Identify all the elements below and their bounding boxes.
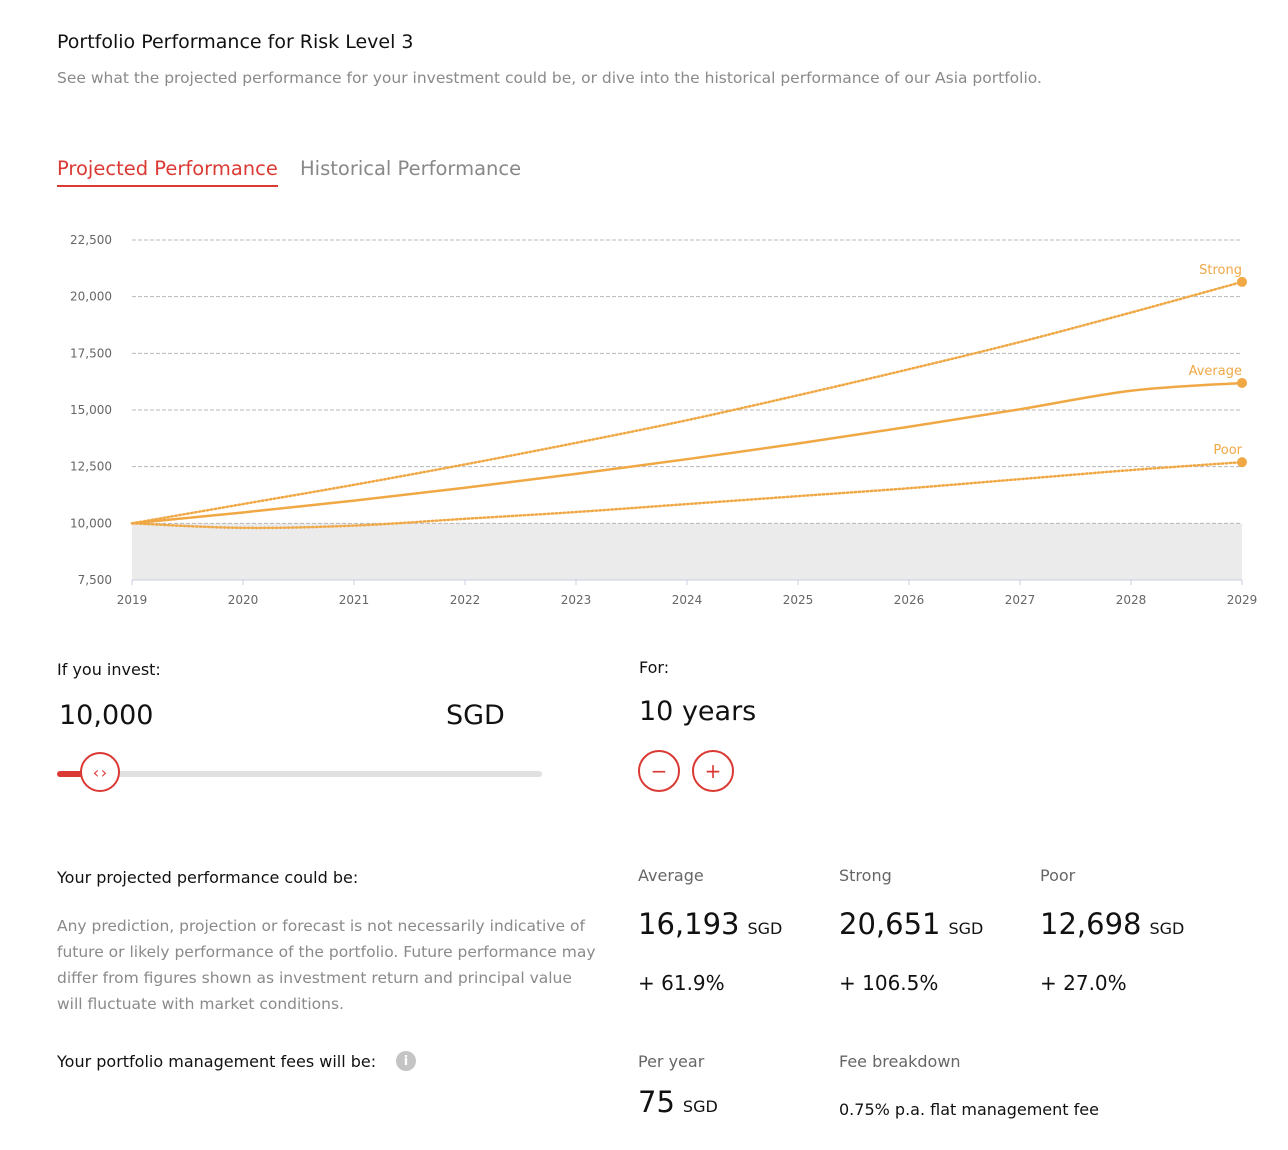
scenario-average-currency: SGD [747,919,783,938]
invest-currency: SGD [446,700,505,731]
y-tick-label: 12,500 [70,460,112,474]
fee-breakdown-text: 0.75% p.a. flat management fee [839,1100,1099,1119]
x-tick-label: 2026 [894,593,925,607]
series-line-average [131,381,1243,525]
fees-per-year-value: 75 [638,1085,675,1119]
baseline-shaded-area [132,523,1242,580]
x-tick-label: 2023 [561,593,592,607]
x-tick-label: 2019 [117,593,148,607]
scenario-average-label: Average [638,866,704,885]
y-tick-label: 7,500 [78,573,112,587]
fees-heading: Your portfolio management fees will be: [57,1052,377,1071]
scenario-strong-label: Strong [839,866,892,885]
scenario-average-change: + 61.9% [638,971,725,995]
y-tick-label: 17,500 [70,346,112,360]
scenario-strong-change: + 106.5% [839,971,939,995]
x-tick-label: 2029 [1227,593,1258,607]
series-end-point-poor [1237,457,1247,468]
scenario-poor-label: Poor [1040,866,1076,885]
fees-per-year-currency: SGD [682,1097,718,1116]
duration-value: 10 years [639,696,757,727]
scenario-strong-currency: SGD [948,919,984,938]
info-icon[interactable]: i [396,1051,416,1071]
fees-per-year-label: Per year [638,1052,705,1071]
scenario-poor-change: + 27.0% [1040,971,1127,995]
x-tick-label: 2024 [672,593,703,607]
series-line-poor [130,460,1244,530]
x-tick-label: 2022 [450,593,481,607]
x-tick-label: 2025 [783,593,814,607]
x-tick-label: 2027 [1005,593,1036,607]
scenario-average-value-row: 16,193 SGD [638,907,782,941]
series-label-poor: Poor [1213,443,1242,458]
x-tick-label: 2020 [228,593,259,607]
scenario-poor-value: 12,698 [1040,907,1142,941]
performance-chart: 7,500 10,000 12,500 15,000 17,500 20,000 22,50… [70,233,1258,607]
page-title: Portfolio Performance for Risk Level 3 [57,31,414,53]
invest-slider-track[interactable] [57,771,542,777]
tab-historical-performance[interactable]: Historical Performance [300,157,522,180]
fee-breakdown-label: Fee breakdown [839,1052,961,1071]
y-tick-label: 10,000 [70,516,112,530]
y-tick-label: 20,000 [70,290,112,304]
series-label-average: Average [1189,364,1242,379]
invest-amount[interactable]: 10,000 [59,700,154,731]
tab-projected-performance[interactable]: Projected Performance [57,157,278,187]
scenario-strong-value-row: 20,651 SGD [839,907,983,941]
y-tick-label: 15,000 [70,403,112,417]
scenario-poor-currency: SGD [1149,919,1185,938]
series-line-strong [130,280,1244,525]
fees-per-year-row: 75 SGD [638,1085,718,1119]
series-end-point-strong [1237,276,1247,287]
x-tick-label: 2028 [1116,593,1147,607]
scenario-strong-value: 20,651 [839,907,941,941]
increase-years-button[interactable]: + [692,750,734,792]
scenario-poor-value-row: 12,698 SGD [1040,907,1184,941]
plus-icon: + [704,759,722,783]
series-label-strong: Strong [1199,263,1242,278]
decrease-years-button[interactable]: − [638,750,680,792]
series-end-point-average [1237,377,1247,388]
invest-label: If you invest: [57,660,161,679]
projection-disclaimer: Any prediction, projection or forecast i… [57,917,596,1013]
minus-icon: − [650,759,668,783]
drag-arrows-icon: ‹ › [92,762,108,782]
y-tick-label: 22,500 [70,233,112,247]
invest-slider-handle[interactable]: ‹ › [80,752,120,792]
x-tick-label: 2021 [339,593,370,607]
duration-label: For: [639,658,670,677]
invest-slider-fill [57,771,86,777]
scenario-average-value: 16,193 [638,907,740,941]
projection-heading: Your projected performance could be: [57,868,359,887]
page-subtitle: See what the projected performance for y… [57,69,1042,87]
